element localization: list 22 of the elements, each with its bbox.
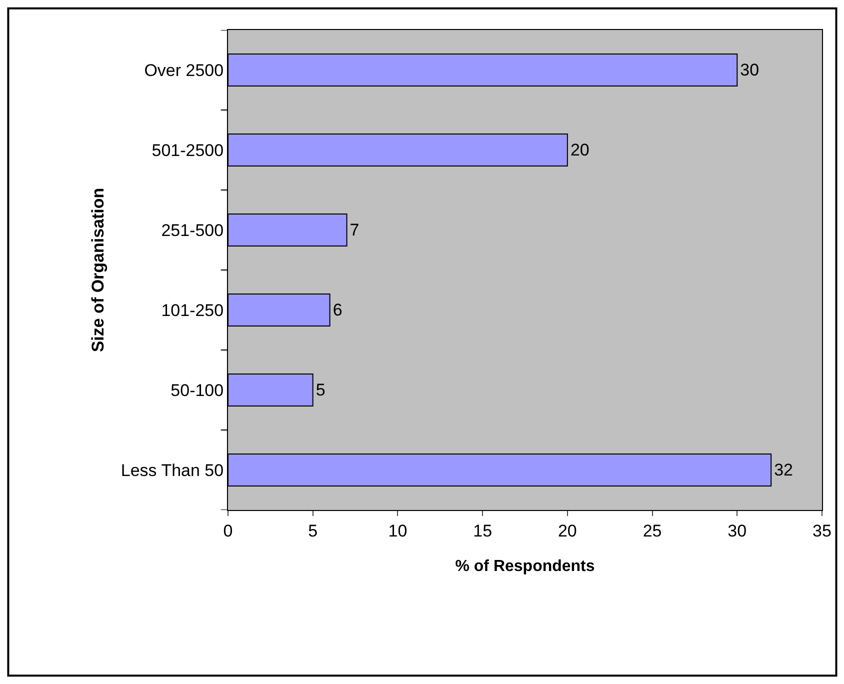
y-tick-label: 101-250 (161, 300, 224, 320)
x-axis-title: % of Respondents (455, 558, 595, 576)
y-tick-label: Less Than 50 (120, 460, 224, 480)
x-tick-label: 25 (642, 521, 662, 540)
x-tick-label: 30 (728, 521, 747, 540)
y-axis-title: Size of Organisation (88, 188, 108, 352)
x-tick-label: 0 (223, 521, 233, 540)
data-label: 20 (570, 140, 590, 160)
x-tick-label: 10 (388, 521, 408, 540)
x-tick-label: 15 (473, 521, 492, 540)
data-label: 32 (774, 460, 794, 480)
x-tick-label: 35 (812, 521, 832, 540)
data-label: 30 (740, 60, 760, 80)
y-tick-label: 251-500 (161, 220, 224, 240)
y-tick-label: Over 2500 (144, 60, 224, 80)
x-tick-label: 5 (308, 521, 318, 540)
x-tick-label: 20 (558, 521, 577, 540)
data-label: 5 (316, 380, 326, 400)
data-label: 6 (332, 300, 342, 320)
y-tick-label: 501-2500 (152, 140, 224, 160)
y-tick-label: 50-100 (170, 380, 224, 400)
data-label: 7 (350, 220, 360, 240)
